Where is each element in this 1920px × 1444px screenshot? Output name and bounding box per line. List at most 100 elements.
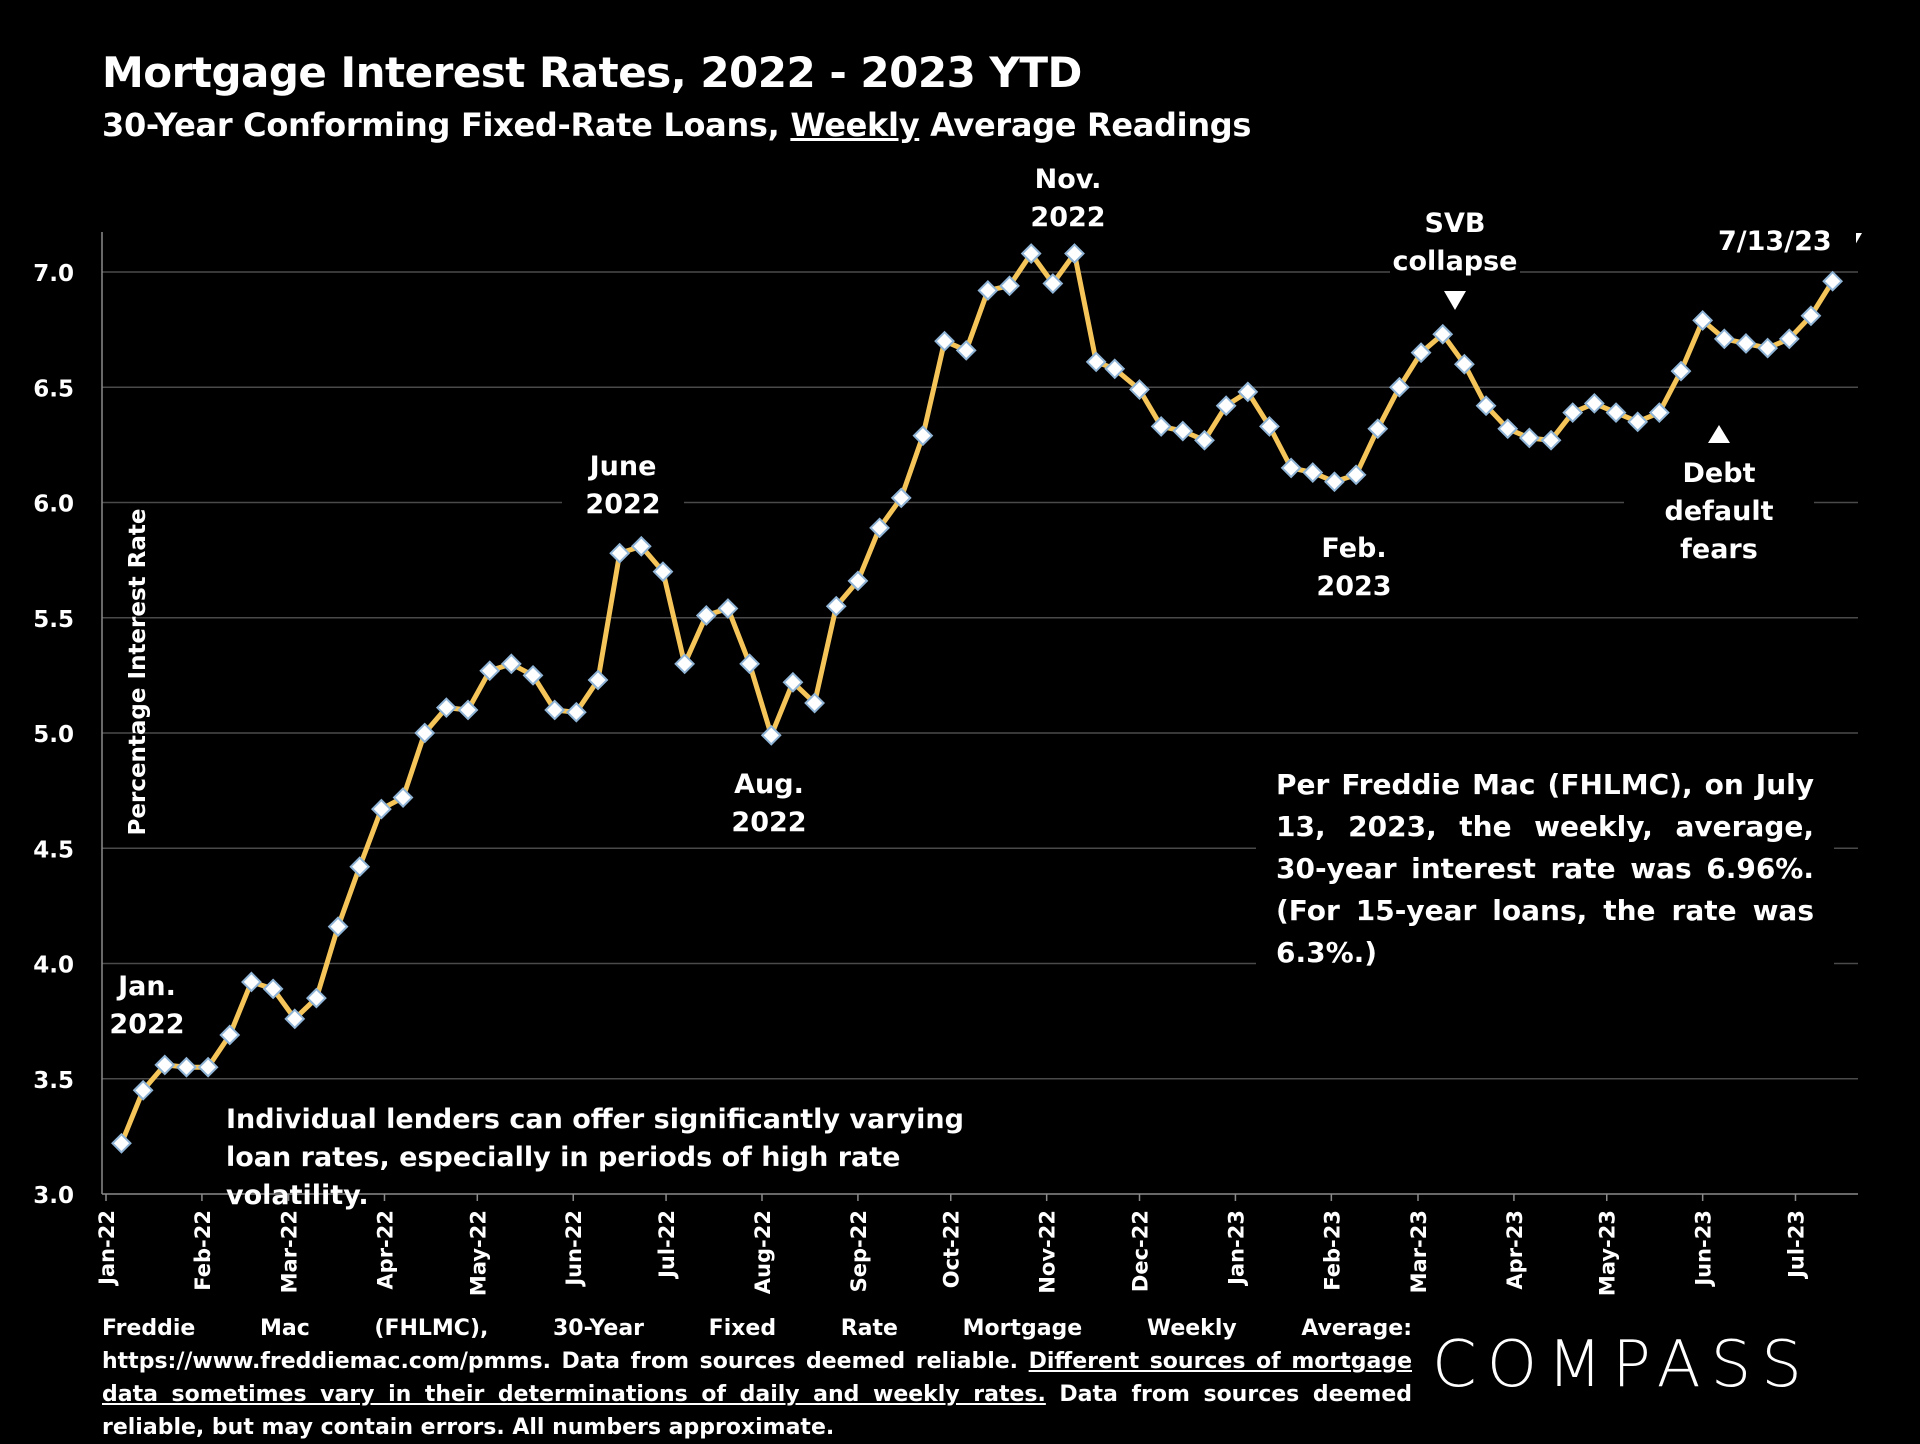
data-point-marker [760,724,782,746]
annotation-aug-2022: Aug. 2022 [706,766,832,842]
data-point-marker [1345,464,1367,486]
data-point-marker [695,605,717,626]
data-point-marker [847,570,869,592]
axes [101,232,1858,1201]
source-footer: Freddie Mac (FHLMC), 30-Year Fixed Rate … [102,1312,1412,1444]
data-point-marker [1453,353,1475,375]
data-point-marker [176,1056,197,1078]
freddie-mac-note: Per Freddie Mac (FHLMC), on July 13, 202… [1256,760,1834,978]
data-point-marker [370,798,392,820]
annotation-line: Aug. [734,769,804,800]
data-point-marker [111,1132,132,1154]
svb-arrow-down [1444,291,1466,310]
data-point-marker [739,653,761,675]
y-axis-label: Percentage Interest Rate [125,509,151,836]
annotation-nov-2022: Nov. 2022 [1018,161,1118,237]
y-tick-label: 4.5 [33,837,74,863]
data-point-marker [1237,381,1259,403]
data-point-marker [1389,376,1410,398]
annotation-line: fears [1680,534,1758,565]
data-point-marker [1324,471,1345,493]
annotation-line: Feb. [1321,533,1387,564]
x-tick-label: Aug-22 [751,1210,775,1294]
x-tick-label: Jan-22 [95,1210,119,1287]
footer-text-2: Data from sources deemed reliable, but m… [102,1382,1413,1440]
data-point-marker [1692,309,1714,331]
annotation-line: 2023 [1316,571,1392,602]
data-point-marker [804,692,826,714]
data-point-marker [1172,420,1194,442]
annotation-line: SVB [1424,208,1486,239]
data-point-marker [132,1079,154,1101]
annotation-line: 2022 [1030,202,1106,233]
data-point-marker [154,1054,176,1076]
data-point-marker [587,669,609,691]
debt-arrow-up [1708,425,1730,443]
subtitle-underlined: Weekly [790,106,920,144]
data-point-marker [1432,323,1454,345]
annotation-line: 2022 [585,489,661,520]
data-point-marker [1367,418,1389,440]
data-point-marker [1020,243,1042,264]
annotation-jan-2022: Jan. 2022 [108,968,186,1044]
x-tick-labels: Jan-22 Feb-22 Mar-22 Apr-22 May-22 Jun-22 Jul-… [95,1210,1808,1296]
x-tick-label: Apr-23 [1503,1210,1527,1290]
x-tick-label: Jul-23 [1784,1210,1808,1280]
lenders-note: Individual lenders can offer significant… [226,1104,964,1211]
data-point-marker [1670,360,1692,382]
data-point-marker [1302,462,1324,483]
data-point-marker [457,699,479,721]
data-point-marker [1562,402,1584,424]
data-point-marker [1540,429,1562,451]
annotation-line: Nov. [1034,164,1102,195]
data-point-marker [262,978,284,1000]
x-tick-label: Jan-23 [1224,1210,1248,1287]
x-tick-label: Jun-23 [1692,1210,1716,1288]
y-tick-label: 5.5 [33,607,74,633]
data-point-marker [1735,333,1757,354]
x-tick-label: Nov-22 [1036,1210,1060,1294]
data-point-marker [414,722,436,744]
data-point-marker [1475,395,1497,417]
annotation-svb: SVB collapse [1390,205,1520,281]
data-point-marker [1822,270,1844,292]
data-point-marker [1497,418,1519,440]
data-point-marker [479,660,501,682]
annotation-line: Debt default [1664,458,1774,527]
chart-title: Mortgage Interest Rates, 2022 - 2023 YTD [102,48,1082,97]
y-tick-label: 3.5 [33,1068,74,1094]
annotation-line: 2022 [109,1009,185,1040]
data-point-marker [197,1056,219,1078]
data-point-marker [1194,429,1215,451]
data-point-marker [825,595,847,617]
data-point-marker [435,697,457,719]
data-point-marker [241,971,262,993]
x-tick-label: Jun-22 [562,1210,586,1288]
data-point-marker [544,699,566,721]
data-point-marker [1042,273,1064,294]
subtitle-part2: Average Readings [919,106,1252,144]
data-point-marker [630,535,652,557]
data-point-marker [349,856,371,878]
annotation-line: Jan. [118,971,176,1002]
y-tick-label: 6.5 [33,376,74,402]
annotation-line: June [589,451,657,482]
data-point-marker [1583,392,1605,414]
data-point-marker [1259,416,1280,437]
y-tick-label: 7.0 [33,261,74,287]
annotation-line: 7/13/23 [1718,226,1832,257]
footer-underlined: Different sources of mortgage data somet… [102,1349,1412,1407]
data-point-marker [392,787,414,808]
data-point-marker [1800,305,1822,327]
data-point-marker [1518,427,1540,449]
data-point-marker [565,701,587,723]
y-tick-label: 5.0 [33,722,74,748]
data-point-marker [1757,337,1779,359]
footer-text-1: Freddie Mac (FHLMC), 30-Year Fixed Rate … [102,1316,1412,1374]
x-tick-label: Mar-22 [278,1210,302,1293]
data-point-marker [955,339,977,361]
series-markers [111,243,1844,1154]
data-point-marker [1215,395,1237,417]
data-point-marker [999,275,1020,297]
annotation-feb-2023: Feb. 2023 [1306,530,1402,606]
